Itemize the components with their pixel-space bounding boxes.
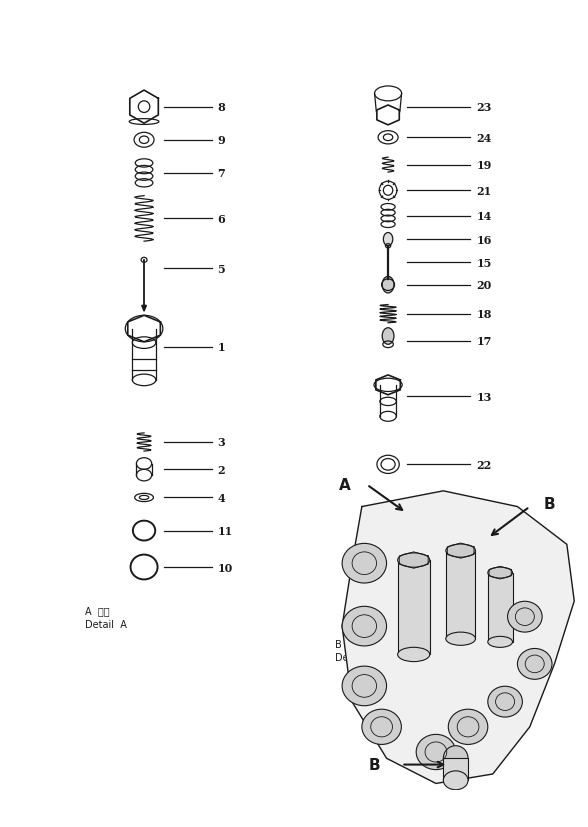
Text: 17: 17 [476, 336, 492, 347]
Circle shape [382, 277, 394, 294]
Text: 23: 23 [476, 102, 492, 113]
Text: 9: 9 [218, 135, 225, 146]
Text: 22: 22 [476, 459, 492, 471]
Text: 18: 18 [476, 308, 492, 320]
Text: 16: 16 [476, 234, 492, 246]
Text: 4: 4 [218, 492, 225, 504]
Text: 20: 20 [476, 280, 492, 291]
Circle shape [382, 328, 394, 345]
Text: 21: 21 [476, 185, 492, 197]
Text: 2: 2 [218, 464, 225, 476]
Text: 19: 19 [476, 160, 492, 171]
Text: 25: 25 [476, 594, 492, 605]
Circle shape [383, 233, 393, 246]
Text: 3: 3 [218, 437, 225, 448]
Text: 8: 8 [218, 102, 225, 113]
Text: 10: 10 [218, 562, 233, 573]
Text: 6: 6 [218, 213, 225, 225]
Text: 15: 15 [476, 257, 492, 269]
Text: 1: 1 [218, 342, 225, 353]
Text: A  詳細
Detail  A: A 詳細 Detail A [85, 605, 127, 629]
Text: 12: 12 [476, 525, 492, 537]
Text: 7: 7 [218, 168, 225, 179]
Polygon shape [142, 306, 146, 312]
Text: 14: 14 [476, 211, 492, 222]
Text: 11: 11 [218, 525, 233, 537]
Text: 24: 24 [476, 132, 492, 144]
Text: B  詳細
Detail  B: B 詳細 Detail B [335, 638, 377, 662]
Text: 13: 13 [476, 391, 492, 403]
Text: 5: 5 [218, 263, 225, 275]
